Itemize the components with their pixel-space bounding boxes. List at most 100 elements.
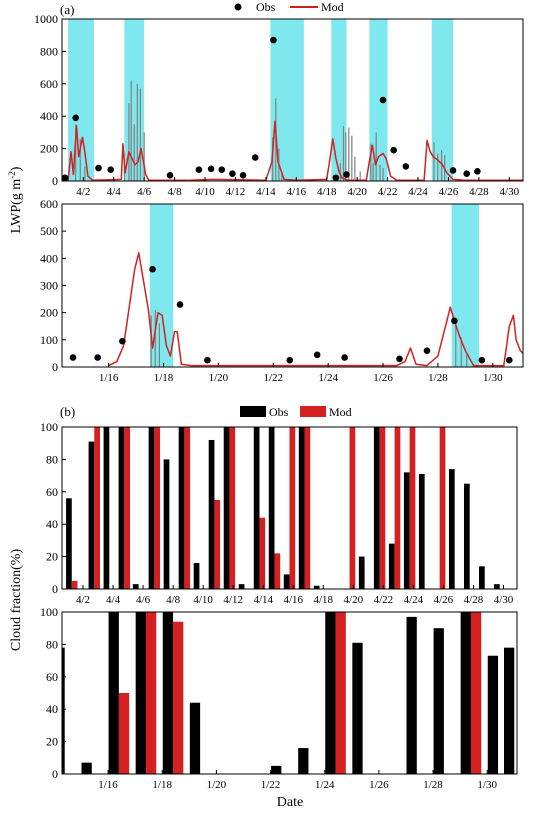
panel-b-bottom-obs-bar-1 [81,762,92,774]
panel-b-top-obs-bar-15 [283,574,290,589]
panel-a-top-xtick-label-2: 4/6 [137,186,152,198]
panel-b-top-mod-bar-13 [259,517,266,589]
panel-a-bottom-xtick-label-3: 1/22 [264,372,284,384]
panel-a-top-obs-point-13 [343,171,350,178]
panel-a-top-xtick-label-11: 4/24 [408,186,428,198]
panel-b-bottom-ytick-label-2: 40 [46,702,58,716]
panel-a-top-obs-point-16 [402,163,410,170]
y-axis-title-a-sup: -2 [7,171,17,179]
panel-a-bottom-xtick-label-2: 1/20 [209,372,229,384]
panel-a-top-obs-point-10 [251,154,259,161]
panel-b-top-xtick-label-6: 4/14 [253,594,273,606]
panel-b-bottom-xtick-label-3: 1/22 [261,779,281,791]
panel-b-top-obs-bar-10 [208,439,215,589]
panel-b-top-obs-bar-26 [448,469,455,589]
panel-b-top-mod-bar-19 [349,427,356,589]
legend-a: Obs Mod [234,0,344,14]
panel-b-bottom-xtick-label-4: 1/24 [315,779,335,791]
panel-b-bottom-xtick-label-0: 1/16 [98,779,118,791]
panel-b-bottom-obs-bar-15 [460,612,471,774]
panel-b-bottom-ytick-label-5: 100 [40,605,58,619]
panel-b-top-xtick-label-7: 4/16 [283,594,303,606]
panel-b-top-obs-bar-7 [163,459,170,589]
panel-b-top-xtick-label-4: 4/10 [193,594,213,606]
panel-a-top-obs-point-17 [449,167,457,174]
panel-a-top-obs-point-4 [166,172,174,179]
panel-a-top-xtick-label-6: 4/14 [256,186,276,198]
panel-a-top-ytick-label-5: 1000 [34,12,58,26]
panel-b-bottom-obs-bar-4 [162,612,174,774]
panel-a-bottom-obs-point-1 [94,354,101,361]
panel-a-bottom-obs-point-10 [423,347,431,355]
panel-b-top-xtick-label-0: 4/2 [76,594,90,606]
panel-a-bottom-xtick-label-6: 1/28 [428,372,448,384]
panel-b-bottom-obs-bar-8 [271,765,282,774]
panel-a-bottom-xtick-label-7: 1/30 [483,372,503,384]
panel-a-bottom-ytick-label-6: 600 [40,197,58,211]
panel-a-label: (a) [60,2,74,17]
panel-b-top-obs-bar-9 [193,563,200,589]
panel-b-bottom-obs-bar-16 [487,655,499,774]
panel-a-top-obs-point-18 [463,170,471,178]
panel-a-top-xtick-label-0: 4/2 [76,186,90,198]
panel-b-bottom-obs-bar-13 [406,616,417,774]
panel-a-top-xtick-label-13: 4/28 [469,186,489,198]
panel-a-bottom-ytick-label-4: 400 [40,251,58,265]
panel-a-bottom-obs-point-4 [176,301,184,308]
panel-b-bottom-obs-bar-10 [325,612,336,774]
panel-a-bottom-xtick-label-4: 1/24 [318,372,338,384]
panel-a-top-obs-point-2 [95,164,102,172]
panel-b-bottom-mod-bar-3 [145,612,157,774]
panel-a-top-obs-point-12 [332,174,340,182]
panel-a-bottom-xtick-label-5: 1/26 [373,372,393,384]
panel-a-top-xtick-label-4: 4/10 [195,186,215,198]
y-axis-title-a-end: ) [9,166,24,171]
panel-b-top-xtick-label-1: 4/4 [106,594,121,606]
panel-a-top-ytick-label-0: 0 [52,174,58,188]
panel-b-top-obs-bar-3 [103,427,110,589]
panel-b-top-obs-bar-2 [88,441,95,589]
y-axis-title-b: Cloud fraction(%) [9,549,24,652]
panel-b-bottom-xtick-label-7: 1/30 [477,779,497,791]
panel-a-top-ytick-label-4: 800 [40,44,58,58]
panel-b-top-obs-bar-29 [494,584,500,589]
y-axis-title-a: LWP(g m-2) [7,166,24,233]
panel-b-top-mod-bar-21 [379,427,386,589]
panel-b-top-mod-bar-23 [409,427,416,589]
panel-a-top-obs-point-6 [207,165,215,173]
legend-a-obs-label: Obs [256,0,276,14]
panel-b-bottom-frame [61,611,518,775]
panel-a-bottom-obs-point-9 [396,355,403,363]
panel-b-bottom-mod-bar-4 [173,621,184,774]
panel-b-top-mod-bar-0 [71,580,78,589]
panel-b-top-obs-bar-20 [358,556,365,589]
panel-b-top-obs-bar-16 [298,427,305,589]
panel-b-top-xtick-label-3: 4/8 [166,594,181,606]
panel-b-bottom-obs-bar-17 [504,647,515,774]
panel-b-top-obs-bar-0 [66,498,72,589]
panel-b-bottom-mod-bar-15 [470,612,482,774]
panel-a-top-xtick-label-7: 4/16 [287,186,307,198]
panel-b-bottom-plot-area [62,612,515,774]
legend-b-mod-label: Mod [329,405,352,419]
panel-b-top-ytick-label-4: 80 [46,452,58,466]
panel-a-top-obs-point-5 [195,166,203,173]
panel-a-bottom-obs-point-11 [451,317,458,325]
panel-b-top-plot-area [66,427,500,589]
panel-a-bottom-ytick-label-5: 500 [40,224,58,238]
panel-b-top-ytick-label-0: 0 [52,582,58,596]
panel-b-top-mod-bar-15 [289,427,296,589]
panel-a-top-shade-0 [68,19,94,181]
panel-b-top-obs-bar-13 [253,427,260,589]
panel-b-bottom-xtick-label-5: 1/26 [369,779,389,791]
panel-a-top-mod-line [62,120,523,181]
legend-b-obs-swatch [240,406,266,417]
panel-b-bottom-obs-bar-11 [352,642,363,774]
panel-a-top-ytick-label-2: 400 [40,109,58,123]
panel-b-top-obs-bar-21 [373,427,380,589]
panel-a-bottom-ytick-label-0: 0 [52,360,58,374]
panel-b-top-xtick-label-12: 4/26 [434,594,454,606]
panel-b-top-obs-bar-17 [313,585,320,589]
panel-b-top-mod-bar-25 [439,427,446,589]
panel-a-bottom-obs-point-5 [204,356,211,364]
